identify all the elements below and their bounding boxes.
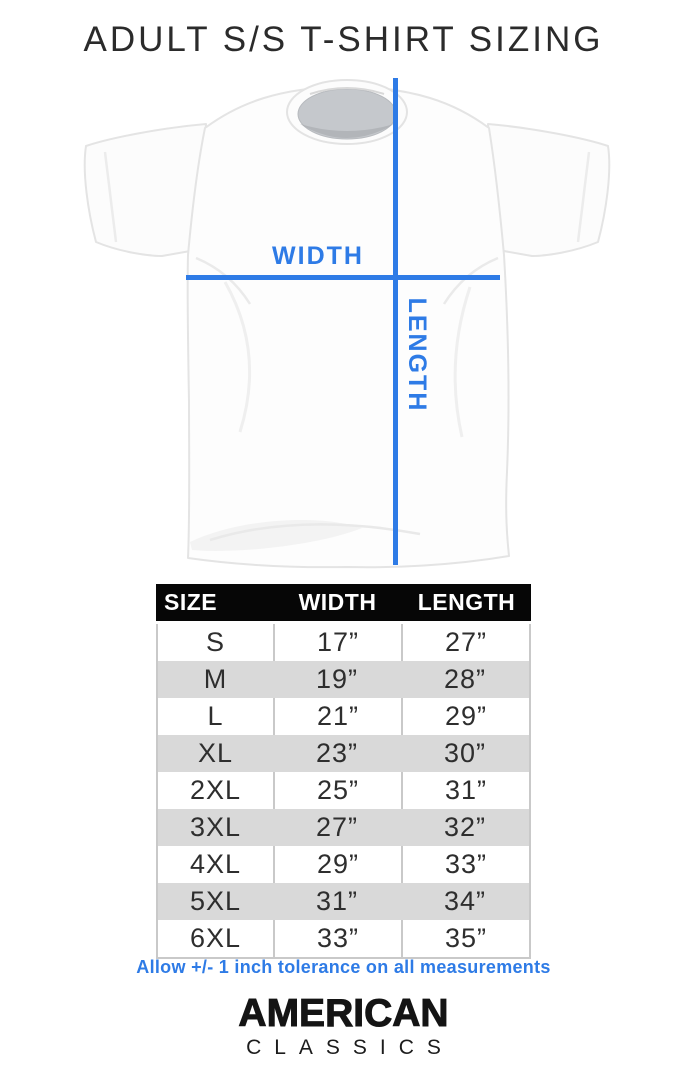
tshirt-illustration [83, 79, 611, 569]
size-cell: M [203, 664, 228, 694]
sizing-table-body: S 17” 27” M 19” 28” L 21” 29” XL 23” 30”… [156, 624, 531, 959]
length-cell: 33” [401, 846, 529, 883]
width-cell: 21” [273, 698, 401, 735]
tolerance-note: Allow +/- 1 inch tolerance on all measur… [136, 957, 551, 977]
size-cell: 3XL [189, 812, 242, 842]
table-row: S 17” 27” [158, 624, 529, 661]
width-label: WIDTH [272, 242, 364, 270]
tshirt-diagram: WIDTH LENGTH [0, 72, 687, 572]
width-cell: 31” [315, 886, 359, 916]
width-measure-line [186, 275, 500, 280]
column-header-width: WIDTH [298, 589, 377, 615]
column-header-size: SIZE [164, 589, 218, 615]
tshirt-torso [186, 85, 510, 569]
size-cell: 4XL [189, 849, 242, 879]
width-cell: 19” [315, 664, 359, 694]
length-cell: 30” [443, 738, 487, 768]
table-row: 5XL 31” 34” [158, 883, 529, 920]
brand-logo: AMERICAN CLASSICS [0, 994, 687, 1060]
table-row: L 21” 29” [158, 698, 529, 735]
size-cell: 5XL [189, 886, 242, 916]
size-cell: S [205, 627, 225, 657]
column-header-length: LENGTH [417, 589, 516, 615]
width-cell: 27” [315, 812, 359, 842]
table-row: 3XL 27” 32” [158, 809, 529, 846]
length-cell: 34” [443, 886, 487, 916]
length-cell: 32” [443, 812, 487, 842]
length-cell: 28” [443, 664, 487, 694]
length-measure-line [393, 78, 398, 565]
length-cell: 31” [401, 772, 529, 809]
length-cell: 27” [401, 624, 529, 661]
size-cell: 6XL [189, 923, 242, 953]
sizing-table-header: SIZE WIDTH LENGTH [156, 584, 531, 621]
table-row: 4XL 29” 33” [158, 846, 529, 883]
table-row: M 19” 28” [158, 661, 529, 698]
brand-name-classics: CLASSICS [246, 1036, 454, 1059]
width-cell: 29” [273, 846, 401, 883]
table-row: 2XL 25” 31” [158, 772, 529, 809]
table-row: XL 23” 30” [158, 735, 529, 772]
width-cell: 23” [315, 738, 359, 768]
table-row: 6XL 33” 35” [158, 920, 529, 957]
size-cell: 2XL [189, 775, 242, 805]
size-cell: XL [197, 738, 234, 768]
width-cell: 17” [273, 624, 401, 661]
brand-name-american: AMERICAN [238, 992, 449, 1035]
sizing-table: SIZE WIDTH LENGTH S 17” 27” M 19” 28” L … [156, 584, 531, 959]
tshirt-right-sleeve [487, 123, 611, 257]
page-title: ADULT S/S T-SHIRT SIZING [83, 20, 604, 59]
tshirt-left-sleeve [83, 123, 207, 257]
length-label: LENGTH [403, 297, 431, 413]
tshirt-hem-fold [190, 519, 362, 551]
length-cell: 35” [401, 920, 529, 957]
size-cell: L [207, 701, 224, 731]
width-cell: 25” [273, 772, 401, 809]
length-cell: 29” [401, 698, 529, 735]
width-cell: 33” [273, 920, 401, 957]
